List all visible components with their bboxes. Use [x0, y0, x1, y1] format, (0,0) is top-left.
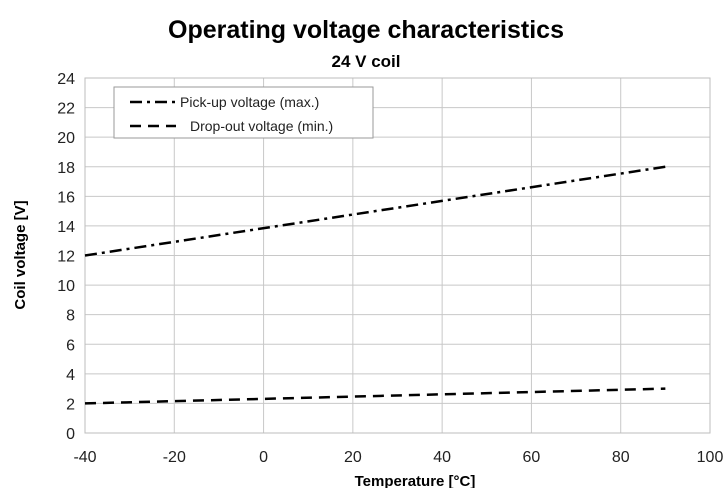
- y-tick-label: 24: [57, 71, 75, 88]
- chart-title: Operating voltage characteristics: [168, 16, 564, 44]
- legend-label-dropout: Drop-out voltage (min.): [190, 118, 333, 134]
- x-tick-label: 20: [344, 449, 362, 466]
- y-tick-label: 8: [66, 308, 75, 325]
- series-line-pickup-voltage: [84, 165, 666, 257]
- y-tick-label: 10: [57, 278, 75, 295]
- x-tick-label: 0: [259, 449, 268, 466]
- y-axis-label: Coil voltage [V]: [12, 200, 29, 309]
- y-tick-label: 0: [66, 426, 75, 443]
- x-axis-label: Temperature [°C]: [355, 473, 476, 488]
- y-tick-label: 14: [57, 219, 75, 236]
- x-tick-label: 60: [523, 449, 541, 466]
- y-tick-label: 4: [66, 367, 75, 384]
- x-tick-labels: -40 -20 0 20 40 60 80 100: [73, 449, 723, 466]
- x-tick-label: -40: [73, 449, 96, 466]
- x-tick-label: 100: [697, 449, 724, 466]
- y-tick-label: 6: [66, 337, 75, 354]
- y-tick-label: 2: [66, 396, 75, 413]
- legend: Pick-up voltage (max.) Drop-out voltage …: [113, 86, 374, 139]
- y-tick-label: 16: [57, 189, 75, 206]
- plot-area: [84, 77, 711, 434]
- chart-subtitle: 24 V coil: [332, 52, 401, 71]
- y-tick-label: 18: [57, 160, 75, 177]
- legend-box: [113, 86, 374, 139]
- x-tick-label: 40: [433, 449, 451, 466]
- series-line-dropout-voltage: [84, 387, 666, 405]
- y-tick-label: 20: [57, 130, 75, 147]
- y-tick-label: 22: [57, 101, 75, 118]
- x-tick-label: -20: [163, 449, 186, 466]
- series-lines: [84, 165, 666, 405]
- y-tick-label: 12: [57, 249, 75, 266]
- x-tick-label: 80: [612, 449, 630, 466]
- legend-label-pickup: Pick-up voltage (max.): [180, 94, 319, 110]
